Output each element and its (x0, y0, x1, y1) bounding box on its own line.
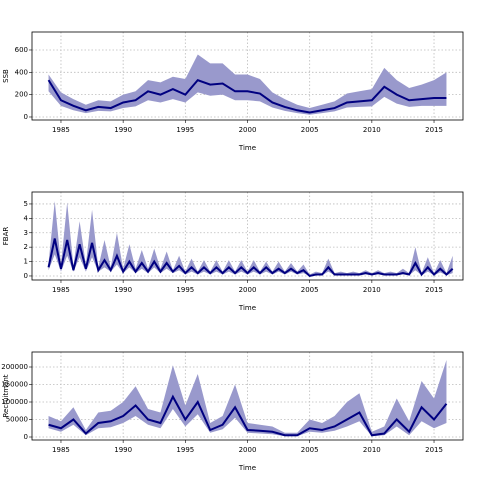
y-tick-label: 0 (24, 433, 28, 441)
y-tick-label: 100000 (1, 398, 28, 406)
confidence-band (48, 359, 447, 437)
confidence-band (48, 54, 447, 115)
x-tick-label: 1995 (176, 446, 194, 454)
x-tick-label: 2015 (425, 286, 443, 294)
plot-frame (31, 191, 464, 281)
x-tick-label: 1990 (114, 126, 132, 134)
y-tick-label: 5 (24, 200, 28, 208)
y-tick-label: 0 (24, 113, 28, 121)
y-axis-label: SSB (2, 69, 10, 83)
x-tick-label: 2010 (363, 286, 381, 294)
y-tick-label: 4 (24, 214, 29, 222)
x-tick-label: 2000 (239, 286, 257, 294)
x-tick-label: 1995 (176, 126, 194, 134)
x-tick-label: 2005 (301, 126, 319, 134)
x-tick-label: 1990 (114, 286, 132, 294)
x-tick-label: 2005 (301, 286, 319, 294)
y-axis-label: Recruitment (2, 374, 10, 417)
y-tick-label: 200000 (1, 363, 28, 371)
x-tick-label: 2010 (363, 126, 381, 134)
x-axis-label: Time (238, 304, 256, 312)
y-tick-label: 150000 (1, 381, 28, 389)
y-tick-label: 3 (24, 229, 28, 237)
line (48, 394, 448, 437)
plot-frame (31, 351, 464, 441)
x-tick-label: 2000 (239, 446, 257, 454)
x-tick-label: 1985 (52, 286, 70, 294)
line (47, 78, 447, 114)
x-tick-label: 2005 (301, 446, 319, 454)
confidence-band (48, 201, 453, 276)
line (47, 238, 454, 278)
y-tick-label: 2 (24, 243, 28, 251)
x-tick-label: 2000 (239, 126, 257, 134)
x-tick-label: 1995 (176, 286, 194, 294)
y-tick-label: 200 (15, 91, 28, 99)
x-tick-label: 2015 (425, 446, 443, 454)
y-tick-label: 0 (24, 272, 28, 280)
x-axis-label: Time (238, 464, 256, 472)
y-axis-label: FBAR (2, 227, 10, 246)
x-axis-label: Time (238, 144, 256, 152)
y-tick-label: 1 (24, 258, 28, 266)
x-tick-label: 1990 (114, 446, 132, 454)
x-tick-label: 2015 (425, 126, 443, 134)
y-tick-label: 600 (15, 46, 28, 54)
x-tick-label: 1985 (52, 126, 70, 134)
x-tick-label: 2010 (363, 446, 381, 454)
x-tick-label: 1985 (52, 446, 70, 454)
y-tick-label: 400 (15, 68, 28, 76)
y-tick-label: 50000 (6, 416, 28, 424)
plot-frame (31, 31, 464, 121)
